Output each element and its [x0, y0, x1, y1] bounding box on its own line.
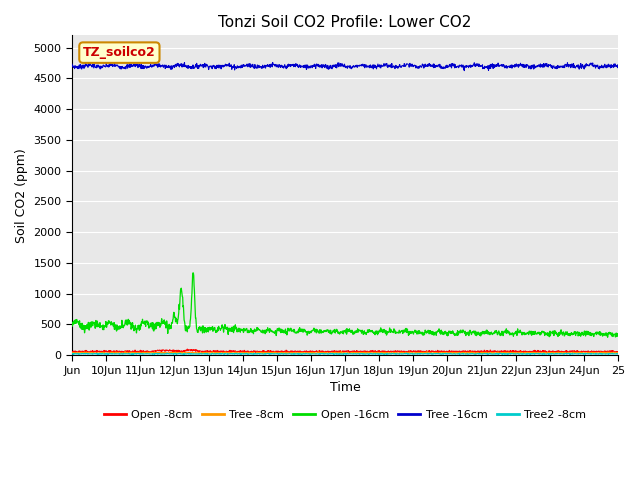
Y-axis label: Soil CO2 (ppm): Soil CO2 (ppm): [15, 148, 28, 243]
X-axis label: Time: Time: [330, 381, 360, 394]
Legend: Open -8cm, Tree -8cm, Open -16cm, Tree -16cm, Tree2 -8cm: Open -8cm, Tree -8cm, Open -16cm, Tree -…: [99, 406, 591, 424]
Title: Tonzi Soil CO2 Profile: Lower CO2: Tonzi Soil CO2 Profile: Lower CO2: [218, 15, 472, 30]
Text: TZ_soilco2: TZ_soilco2: [83, 46, 156, 59]
